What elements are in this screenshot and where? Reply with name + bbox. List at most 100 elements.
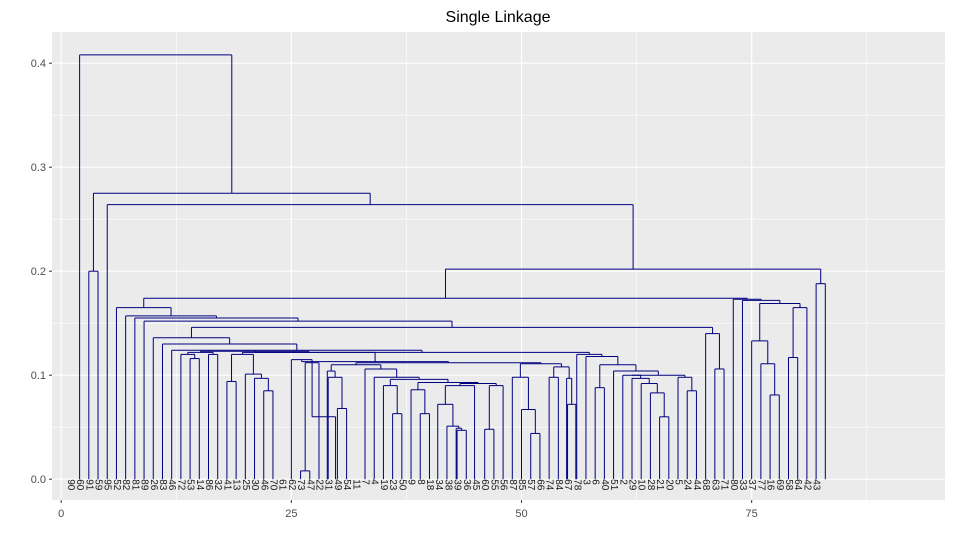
leaf-label: 2 (617, 479, 628, 485)
x-tick-label: 50 (515, 508, 527, 520)
leaf-label: 10 (636, 479, 647, 491)
leaf-label: 24 (682, 479, 693, 491)
leaf-label: 68 (700, 479, 711, 491)
leaf-label: 71 (719, 479, 730, 491)
leaf-label: 45 (470, 479, 481, 491)
leaf-label: 74 (544, 479, 555, 491)
leaf-label: 46 (166, 479, 177, 491)
leaf-label: 72 (175, 479, 186, 491)
y-tick-label: 0.1 (31, 370, 46, 382)
x-axis-ticks: 0 25 50 75 (58, 500, 758, 520)
leaf-label: 29 (626, 479, 637, 491)
leaf-label: 77 (755, 479, 766, 491)
leaf-label: 78 (571, 479, 582, 491)
leaf-label: 13 (231, 479, 242, 491)
leaf-label: 28 (645, 479, 656, 491)
leaf-label: 26 (148, 479, 159, 491)
leaf-label: 43 (811, 479, 822, 491)
leaf-label: 52 (111, 479, 122, 491)
leaf-label: 40 (599, 479, 610, 491)
leaf-label: 60 (74, 479, 85, 491)
leaf-label: 5 (673, 479, 684, 485)
leaf-label: 80 (728, 479, 739, 491)
y-tick-label: 0.2 (31, 266, 46, 278)
leaf-label: 31 (323, 479, 334, 491)
leaf-label: 53 (185, 479, 196, 491)
major-gridlines (52, 32, 945, 500)
leaf-label: 90 (65, 479, 76, 491)
leaf-label: 82 (120, 479, 131, 491)
leaf-label: 49 (332, 479, 343, 491)
leaf-label: 89 (139, 479, 150, 491)
leaf-label: 9 (406, 479, 417, 485)
leaf-label: 95 (102, 479, 113, 491)
leaf-label: 37 (746, 479, 757, 491)
y-axis-ticks: 0.0 0.1 0.2 0.3 0.4 (31, 58, 52, 486)
leaf-label: 36 (461, 479, 472, 491)
leaf-label: 6 (590, 479, 601, 485)
leaf-label: 14 (194, 479, 205, 491)
leaf-label: 18 (424, 479, 435, 491)
leaf-label: 56 (498, 479, 509, 491)
leaf-label: 64 (792, 479, 803, 491)
leaf-label: 7 (360, 479, 371, 485)
x-tick-label: 25 (285, 508, 297, 520)
leaf-label: 34 (433, 479, 444, 491)
leaf-label: 50 (396, 479, 407, 491)
leaf-labels: 9060915995528281892683467253148632411325… (65, 479, 822, 491)
leaf-label: 21 (654, 479, 665, 491)
leaf-label: 47 (304, 479, 315, 491)
leaf-label: 22 (313, 479, 324, 491)
leaf-label: 84 (553, 479, 564, 491)
leaf-label: 25 (240, 479, 251, 491)
leaf-label: 19 (378, 479, 389, 491)
plot-panel (52, 32, 945, 500)
leaf-label: 61 (277, 479, 288, 491)
leaf-label: 16 (765, 479, 776, 491)
leaf-label: 33 (737, 479, 748, 491)
leaf-label: 20 (663, 479, 674, 491)
leaf-label: 86 (203, 479, 214, 491)
leaf-label: 66 (534, 479, 545, 491)
leaf-label: 3 (580, 479, 591, 485)
leaf-label: 4 (369, 479, 380, 485)
leaf-label: 30 (249, 479, 260, 491)
y-tick-label: 0.4 (31, 58, 46, 70)
leaf-label: 83 (157, 479, 168, 491)
y-tick-label: 0.3 (31, 162, 46, 174)
leaf-label: 60 (479, 479, 490, 491)
leaf-label: 85 (516, 479, 527, 491)
leaf-label: 69 (774, 479, 785, 491)
leaf-label: 91 (83, 479, 94, 491)
y-tick-label: 0.0 (31, 474, 46, 486)
leaf-label: 58 (783, 479, 794, 491)
leaf-label: 59 (93, 479, 104, 491)
leaf-label: 42 (801, 479, 812, 491)
leaf-label: 70 (267, 479, 278, 491)
leaf-label: 38 (442, 479, 453, 491)
leaf-label: 46 (258, 479, 269, 491)
leaf-label: 41 (221, 479, 232, 491)
leaf-label: 51 (608, 479, 619, 491)
leaf-label: 32 (212, 479, 223, 491)
leaf-label: 57 (525, 479, 536, 491)
x-tick-label: 75 (746, 508, 758, 520)
leaf-label: 54 (341, 479, 352, 491)
leaf-label: 81 (129, 479, 140, 491)
leaf-label: 73 (295, 479, 306, 491)
minor-gridlines (52, 32, 945, 500)
leaf-label: 55 (488, 479, 499, 491)
leaf-label: 63 (709, 479, 720, 491)
leaf-label: 39 (452, 479, 463, 491)
x-tick-label: 0 (58, 508, 64, 520)
leaf-label: 11 (350, 479, 361, 490)
leaf-label: 87 (507, 479, 518, 491)
chart-title: Single Linkage (446, 9, 551, 26)
leaf-label: 67 (562, 479, 573, 491)
dendrogram-links (79, 54, 826, 480)
leaf-label: 62 (286, 479, 297, 491)
leaf-label: 23 (387, 479, 398, 491)
leaf-label: 8 (415, 479, 426, 485)
leaf-label: 44 (691, 479, 702, 491)
